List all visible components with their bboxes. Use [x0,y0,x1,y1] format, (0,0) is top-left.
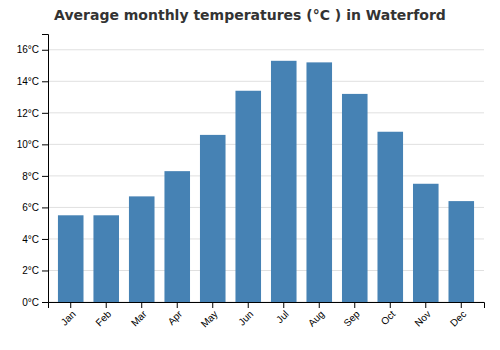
y-tick-mark [42,50,48,51]
bar [342,94,368,302]
y-tick-label: 2°C [22,265,39,276]
x-tick-label: Jan [59,308,78,327]
y-tick-mark [42,207,48,208]
x-tick-label: Dec [448,308,468,328]
y-tick: 2°C [22,265,48,276]
y-tick-mark [42,270,48,271]
y-axis: 0°C 2°C 4°C 6°C 8°C 10°C 12°C 14°C 16°C [17,35,49,308]
x-tick: Feb [93,302,113,328]
x-tick-label: May [199,308,220,329]
x-tick: Sep [341,302,362,329]
grid-line [48,175,484,176]
bar [164,171,190,302]
bar [129,196,155,302]
y-tick-label: 8°C [22,171,39,182]
x-axis-line [49,303,485,309]
bar [235,91,261,302]
x-tick-mark [70,302,71,308]
grid [48,50,484,302]
x-tick-mark [461,302,462,308]
bar [413,184,439,302]
x-tick-label: Jul [274,308,291,325]
y-tick: 10°C [17,139,48,150]
grid-line [48,112,484,113]
y-tick-label: 0°C [22,297,39,308]
x-tick-mark [354,302,355,308]
title: Average monthly temperatures (°C ) in Wa… [54,7,446,23]
x-tick-label: Sep [341,308,362,329]
x-tick-label: Apr [166,308,185,327]
grid-line [48,81,484,82]
y-tick: 6°C [22,202,48,213]
y-tick-mark [42,81,48,82]
x-tick-label: Aug [306,308,326,328]
bar [93,215,119,302]
x-tick-mark [141,302,142,308]
x-tick-label: Oct [379,308,398,327]
y-tick: 12°C [17,108,48,119]
x-tick-mark [283,302,284,308]
y-tick-mark [42,176,48,177]
x-tick-mark [248,302,249,308]
x-tick: Aug [306,302,326,329]
y-axis-line [42,35,49,303]
y-tick-mark [42,113,48,114]
bar [306,62,332,302]
x-tick: Apr [166,302,185,327]
grid-line [48,144,484,145]
bar [271,61,297,302]
bar [58,215,84,302]
x-tick: Jul [274,302,291,325]
y-tick-label: 6°C [22,202,39,213]
y-tick-mark [42,239,48,240]
y-tick-mark [42,144,48,145]
bar [448,201,474,302]
y-tick-mark [42,302,48,303]
y-tick: 0°C [22,297,48,308]
x-tick-mark [425,302,426,308]
y-tick: 8°C [22,171,48,182]
x-tick: Nov [412,302,432,329]
x-axis: Jan Feb Mar Apr May Jun Jul Aug Sep Oct Nov Dec [49,302,485,330]
x-tick-mark [390,302,391,308]
grid-line [48,49,484,50]
x-tick: Mar [129,302,149,328]
x-tick-mark [177,302,178,308]
x-tick-label: Jun [236,308,255,327]
x-tick: Jun [236,302,255,328]
y-tick-label: 12°C [17,108,39,119]
x-tick-label: Nov [412,308,432,328]
x-tick: Jan [59,302,78,328]
y-tick: 16°C [17,44,48,55]
x-tick-mark [212,302,213,308]
y-tick: 14°C [17,76,48,87]
y-tick-label: 4°C [22,234,39,245]
x-tick: Oct [379,302,398,327]
x-tick-mark [106,302,107,308]
y-tick: 4°C [22,234,48,245]
x-tick-mark [319,302,320,308]
y-tick-label: 16°C [17,44,39,55]
bars [58,61,474,302]
bar [200,135,226,302]
y-tick-label: 14°C [17,76,39,87]
x-tick: Dec [448,302,468,329]
x-tick-label: Feb [93,308,113,328]
y-tick-label: 10°C [17,139,39,150]
bar [377,132,403,302]
plot: 0°C 2°C 4°C 6°C 8°C 10°C 12°C 14°C 16°C Jan Feb Mar… [17,35,485,330]
x-tick: May [199,302,220,330]
x-tick-label: Mar [129,308,149,328]
chart: 0°C 2°C 4°C 6°C 8°C 10°C 12°C 14°C 16°C Jan Feb Mar… [0,0,500,350]
